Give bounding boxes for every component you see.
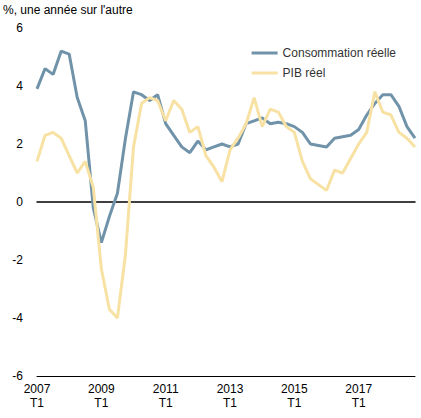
svg-text:-4: -4 bbox=[12, 311, 23, 325]
svg-text:2015: 2015 bbox=[281, 382, 308, 396]
svg-text:PIB réel: PIB réel bbox=[283, 66, 326, 80]
svg-text:6: 6 bbox=[16, 21, 23, 35]
svg-text:T1: T1 bbox=[94, 396, 108, 410]
svg-text:T1: T1 bbox=[352, 396, 366, 410]
svg-text:2: 2 bbox=[16, 137, 23, 151]
svg-text:2017: 2017 bbox=[345, 382, 372, 396]
svg-text:Consommation réelle: Consommation réelle bbox=[283, 46, 397, 60]
svg-text:2013: 2013 bbox=[217, 382, 244, 396]
svg-text:T1: T1 bbox=[159, 396, 173, 410]
svg-text:-6: -6 bbox=[12, 369, 23, 383]
svg-text:0: 0 bbox=[16, 195, 23, 209]
svg-text:2011: 2011 bbox=[153, 382, 179, 396]
svg-text:%, une année sur l'autre: %, une année sur l'autre bbox=[3, 3, 133, 17]
svg-text:T1: T1 bbox=[223, 396, 237, 410]
svg-text:4: 4 bbox=[16, 79, 23, 93]
svg-text:T1: T1 bbox=[30, 396, 44, 410]
svg-text:T1: T1 bbox=[287, 396, 301, 410]
svg-text:2009: 2009 bbox=[88, 382, 115, 396]
svg-text:-2: -2 bbox=[12, 253, 23, 267]
svg-text:2007: 2007 bbox=[24, 382, 51, 396]
